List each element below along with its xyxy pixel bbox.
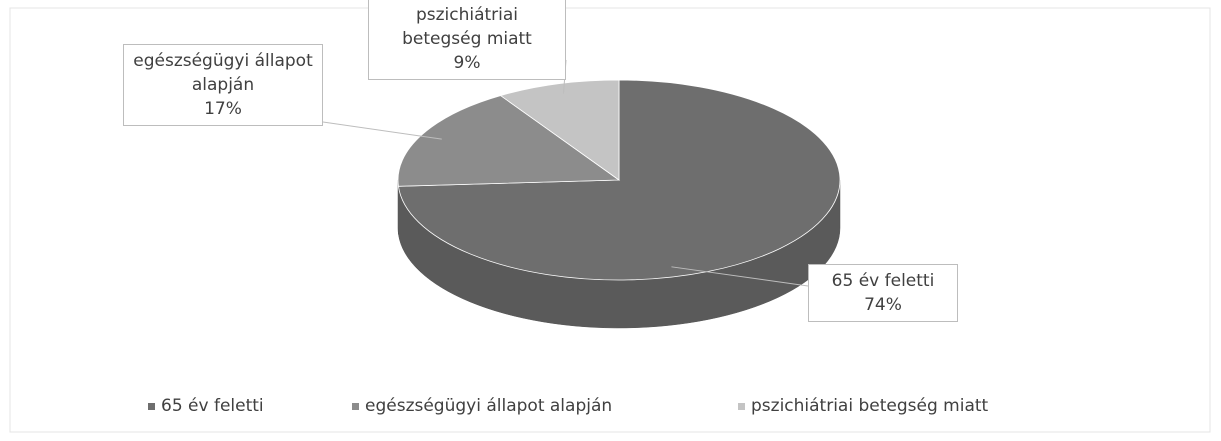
data-label-name: 65 év feletti (831, 271, 935, 291)
legend-label: egészségügyi állapot alapján (365, 396, 613, 416)
legend-label: 65 év feletti (161, 396, 264, 416)
legend-swatch (352, 402, 359, 410)
pie-slice (499, 79, 620, 181)
legend-label: pszichiátriai betegség miatt (751, 396, 989, 416)
leader-line (671, 266, 809, 287)
legend-entry: pszichiátriai betegség miatt (738, 396, 988, 416)
legend-entry: 65 év feletti (148, 396, 264, 416)
data-label-value: 17% (204, 99, 242, 119)
data-label: pszichiátriai betegség miatt 9% (368, 0, 566, 80)
data-label: 65 év feletti 74% (808, 264, 958, 322)
data-label-value: 9% (453, 53, 481, 73)
chart-frame (9, 7, 1211, 433)
leader-line (322, 121, 442, 140)
pie-slice (397, 95, 621, 187)
legend-entry: egészségügyi állapot alapján (352, 396, 612, 416)
legend-swatch (738, 402, 745, 410)
data-label-name: pszichiátriai betegség miatt (402, 5, 532, 49)
data-label-value: 74% (864, 295, 902, 315)
data-label: egészségügyi állapot alapján 17% (123, 44, 323, 126)
data-label-name: egészségügyi állapot alapján (133, 51, 313, 95)
legend-swatch (148, 402, 155, 410)
